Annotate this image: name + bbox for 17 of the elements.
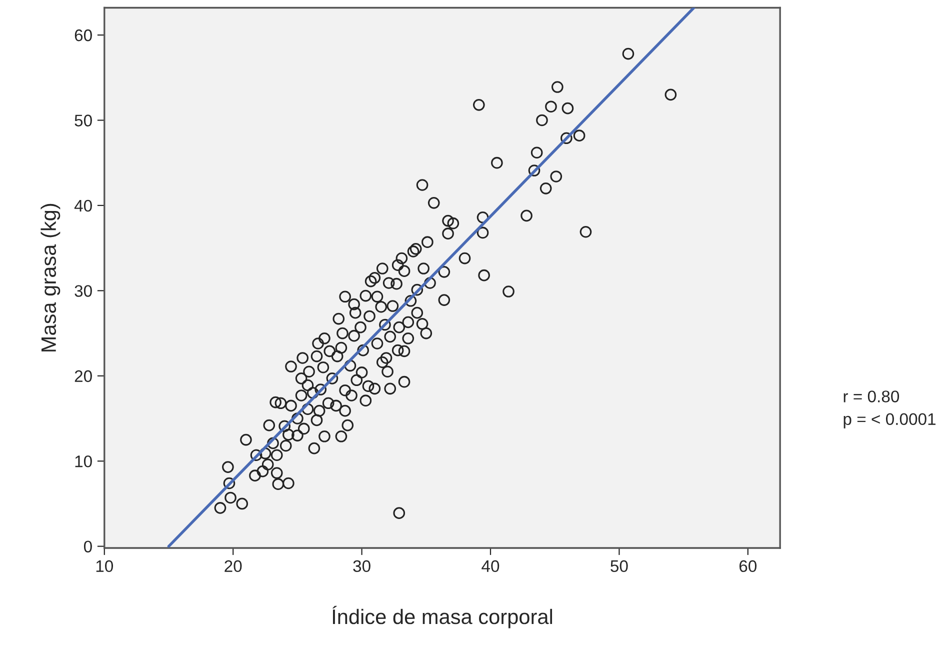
- y-tick-label: 40: [74, 200, 92, 212]
- y-tick-label: 50: [74, 114, 92, 126]
- text: p = < 0.0001: [844, 413, 936, 428]
- y-tick-label: 20: [74, 370, 92, 382]
- x-tick-label: 30: [353, 560, 370, 572]
- text: r = 0.80: [844, 390, 900, 402]
- y-tick-label: 0: [84, 540, 92, 553]
- y-axis-title: Masa grasa (kg): [40, 204, 60, 352]
- y-tick-label: 60: [74, 29, 92, 42]
- x-axis-title: Índice de masa corporal: [332, 606, 552, 628]
- x-tick-label: 40: [482, 560, 500, 572]
- y-tick-label: 30: [74, 285, 92, 297]
- y-tick-label: 10: [75, 455, 92, 468]
- x-tick-label: 60: [739, 560, 757, 572]
- x-tick-label: 50: [610, 560, 628, 572]
- x-tick-label: 20: [224, 560, 242, 572]
- x-tick-label: 10: [96, 560, 114, 572]
